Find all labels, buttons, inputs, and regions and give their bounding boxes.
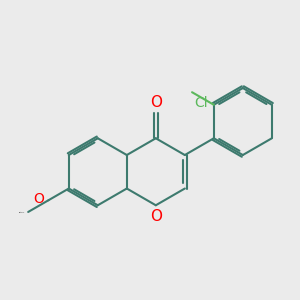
Text: methoxy: methoxy	[19, 211, 25, 213]
Text: O: O	[34, 192, 44, 206]
Text: O: O	[150, 95, 162, 110]
Text: Cl: Cl	[195, 96, 208, 110]
Text: O: O	[150, 209, 162, 224]
